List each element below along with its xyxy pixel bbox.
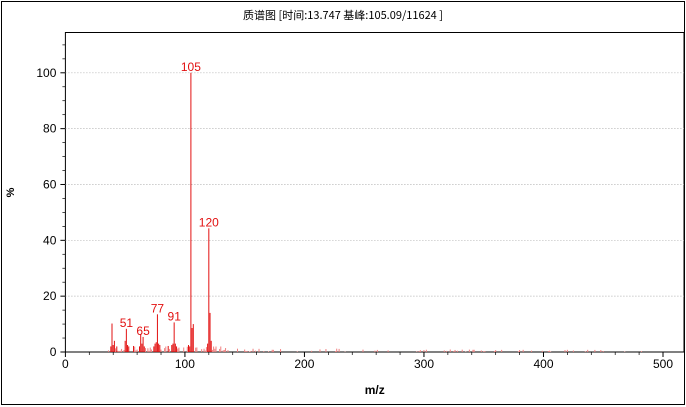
svg-text:300: 300 (414, 357, 434, 371)
svg-text:105: 105 (181, 60, 201, 74)
svg-text:200: 200 (294, 357, 314, 371)
svg-text:100: 100 (36, 66, 56, 80)
svg-text:77: 77 (151, 301, 165, 315)
svg-text:51: 51 (120, 316, 134, 330)
svg-text:20: 20 (43, 289, 57, 303)
svg-text:100: 100 (175, 357, 195, 371)
svg-text:80: 80 (43, 122, 57, 136)
svg-text:0: 0 (50, 345, 57, 359)
svg-text:%: % (5, 187, 17, 197)
svg-text:400: 400 (533, 357, 553, 371)
svg-text:40: 40 (43, 233, 57, 247)
svg-text:120: 120 (199, 215, 219, 229)
svg-text:500: 500 (653, 357, 673, 371)
svg-text:65: 65 (136, 324, 150, 338)
svg-text:m/z: m/z (365, 383, 385, 397)
svg-text:60: 60 (43, 178, 57, 192)
svg-text:91: 91 (168, 309, 182, 323)
svg-text:0: 0 (62, 357, 69, 371)
